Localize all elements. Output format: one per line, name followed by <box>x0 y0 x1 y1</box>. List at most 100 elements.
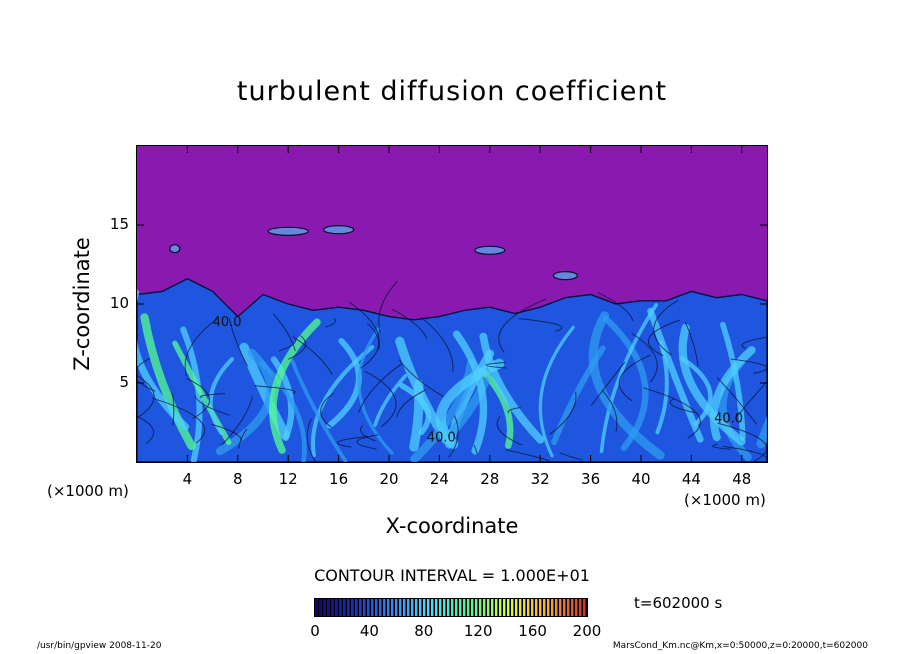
contour-label: 40.0 <box>213 315 242 330</box>
plume-streak <box>452 330 488 455</box>
contour-line <box>590 361 626 406</box>
colorbar-stripe <box>367 599 370 616</box>
contour-line <box>420 317 454 373</box>
x-tick-label: 48 <box>732 470 752 488</box>
contour-line <box>172 393 175 426</box>
x-tick-label: 32 <box>530 470 550 488</box>
contour-line <box>228 318 248 367</box>
plume-streak <box>479 367 514 449</box>
contour-line <box>348 301 380 350</box>
contour-line <box>320 392 334 428</box>
contour-line <box>684 321 699 367</box>
contour-line <box>288 335 307 360</box>
colorbar-stripe <box>531 599 534 616</box>
x-tick-label: 16 <box>329 470 349 488</box>
colorbar-gap <box>405 599 407 616</box>
x-tick-label: 12 <box>278 470 298 488</box>
colorbar-gap <box>521 599 523 616</box>
colorbar-stripe <box>379 599 382 616</box>
colorbar-gap <box>377 599 379 616</box>
colorbar-stripe <box>459 599 462 616</box>
contour-line <box>448 415 459 459</box>
cloud-patch <box>552 271 578 281</box>
contour-label: 40.0 <box>714 412 743 427</box>
contour-line <box>717 422 767 462</box>
colorbar-stripe <box>419 599 422 616</box>
colorbar-gap <box>433 599 435 616</box>
colorbar-gap <box>369 599 371 616</box>
colorbar-gap <box>317 599 319 616</box>
contour-lines <box>137 280 767 462</box>
colorbar-gap <box>477 599 479 616</box>
colorbar-stripe <box>547 599 550 616</box>
plume-streak <box>137 289 190 431</box>
colorbar-stripe <box>371 599 374 616</box>
x-tick-label: 24 <box>429 470 449 488</box>
colorbar-stripe <box>455 599 458 616</box>
colorbar-stripe <box>411 599 414 616</box>
contour-line <box>653 299 679 356</box>
plume-streak <box>399 382 432 436</box>
colorbar-gap <box>545 599 547 616</box>
colorbar-stripe <box>483 599 486 616</box>
colorbar-gap <box>537 599 539 616</box>
contour-line <box>325 318 336 328</box>
colorbar-stripe <box>415 599 418 616</box>
contour-line <box>221 396 254 446</box>
colorbar-stripe <box>323 599 326 616</box>
colorbar-gap <box>509 599 511 616</box>
contour-line <box>337 436 369 448</box>
contour-line <box>669 397 697 414</box>
colorbar-gap <box>457 599 459 616</box>
cloud-patch <box>474 245 506 255</box>
contour-line <box>618 354 651 402</box>
contour-line <box>549 391 577 435</box>
colorbar-stripe <box>499 599 502 616</box>
contour-line <box>238 428 248 449</box>
colorbar-gap <box>409 599 411 616</box>
plume-streak <box>655 340 669 435</box>
plume-streak <box>678 323 746 446</box>
colorbar-gap <box>445 599 447 616</box>
plume-streak <box>269 318 321 454</box>
plot-area: 40.0 40.0 40.0 <box>136 145 768 463</box>
colorbar-gap <box>393 599 395 616</box>
contour-line <box>254 385 296 394</box>
colorbar-stripe <box>471 599 474 616</box>
plume-streak <box>290 359 348 462</box>
contour-line <box>712 443 732 450</box>
contour-line <box>152 397 206 444</box>
colorbar-gap <box>341 599 343 616</box>
colorbar-stripe <box>359 599 362 616</box>
contour-line <box>306 418 317 462</box>
x-tick-label: 4 <box>182 470 193 488</box>
plume-streak <box>679 355 713 427</box>
plume-streak <box>259 360 307 462</box>
contour-line <box>184 318 218 377</box>
x-axis-label: X-coordinate <box>385 514 519 538</box>
contour-line <box>723 445 767 461</box>
colorbar-gap <box>417 599 419 616</box>
contour-line <box>498 298 547 353</box>
contour-line <box>137 357 156 392</box>
contour-line <box>356 434 379 450</box>
colorbar-gap <box>381 599 383 616</box>
plume-streak <box>373 374 408 427</box>
colorbar-stripe <box>347 599 350 616</box>
colorbar-gap <box>465 599 467 616</box>
colorbar-gap <box>585 599 587 616</box>
colorbar-stripe <box>495 599 498 616</box>
colorbar-gap <box>345 599 347 616</box>
contour-line <box>378 280 398 334</box>
colorbar-stripe <box>523 599 526 616</box>
colorbar-gap <box>437 599 439 616</box>
colorbar-gap <box>321 599 323 616</box>
plume-streak <box>756 415 767 449</box>
colorbar-gap <box>569 599 571 616</box>
x-tick-label: 40 <box>631 470 651 488</box>
colorbar-tick-label: 120 <box>463 622 493 640</box>
colorbar-stripe <box>467 599 470 616</box>
contour-line <box>292 336 333 375</box>
colorbar-stripe <box>439 599 442 616</box>
colorbar-gap <box>557 599 559 616</box>
